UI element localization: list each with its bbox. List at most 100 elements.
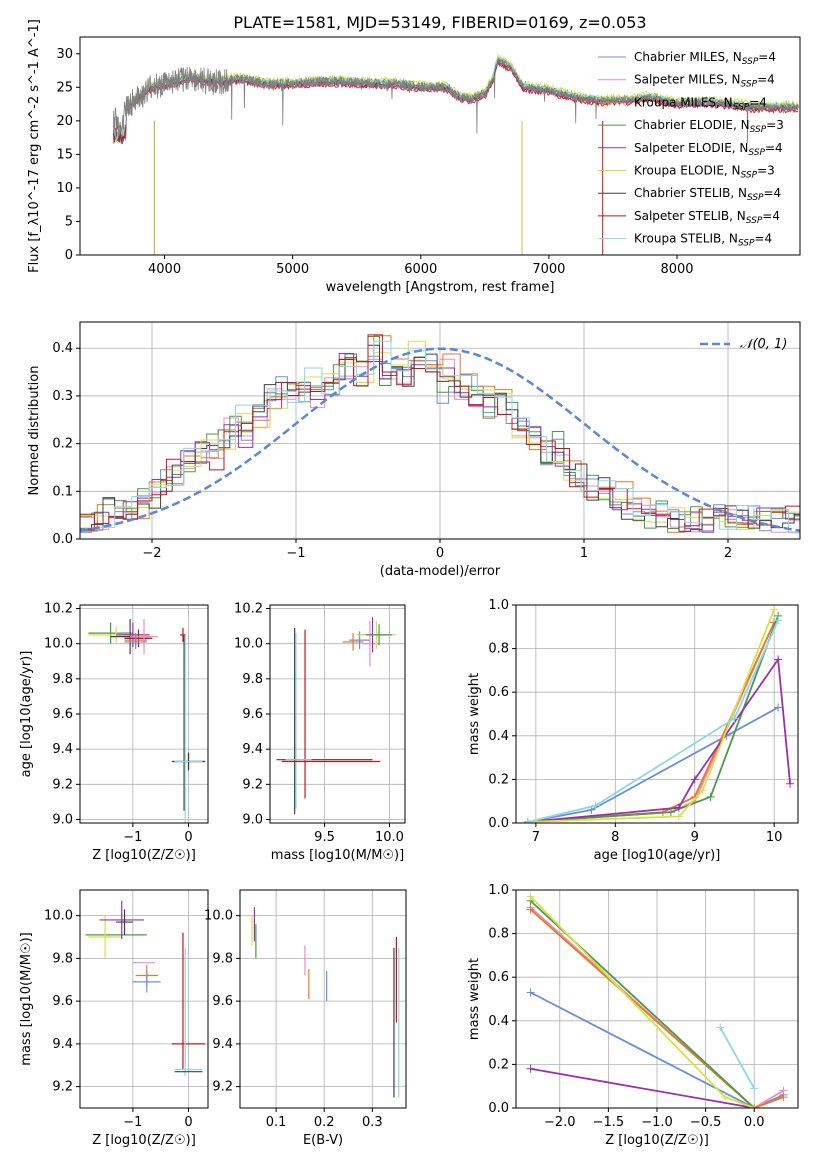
residual-histogram <box>80 358 800 533</box>
x-axis-label: (data-model)/error <box>380 564 501 579</box>
x-axis-label: mass [log10(M/M☉)] <box>271 848 404 863</box>
legend-label: Salpeter STELIB, NSSP=4 <box>634 209 780 226</box>
x-tick-label: 0 <box>184 830 192 845</box>
mass-weight-line <box>527 615 779 823</box>
y-tick-label: 5 <box>65 214 73 229</box>
y-tick-label: 0.2 <box>488 772 509 787</box>
x-tick-label: 9 <box>691 830 699 845</box>
y-tick-label: 10.0 <box>204 909 233 924</box>
mass-weight-metallicity-axes: −2.0 −1.5 −1.0 −0.5 0.0 0.0 0.2 0.4 0.6 0.8 1.0 Z [… <box>467 883 799 1148</box>
mass-weight-marker <box>786 779 795 788</box>
mass-weight-line <box>527 609 776 823</box>
y-tick-label: 9.8 <box>52 951 73 966</box>
x-tick-label: −1 <box>123 1115 142 1130</box>
y-tick-label: 9.8 <box>242 672 263 687</box>
mass-weight-marker <box>674 812 683 821</box>
mass-weight-marker <box>730 714 739 723</box>
mass-weight-line <box>719 1026 755 1089</box>
y-tick-label: 20 <box>56 114 73 129</box>
mass-metallicity-axes: −1 0 9.2 9.4 9.6 9.8 10.0 Z [log10(Z/Z☉)] mass [… <box>19 889 209 1148</box>
x-tick-label: 9.5 <box>314 830 335 845</box>
x-tick-label: −2 <box>142 546 161 561</box>
mass-weight-marker <box>666 808 675 817</box>
mass-weight-marker <box>591 801 600 810</box>
x-tick-label: 0.2 <box>314 1115 335 1130</box>
mass-weight-line <box>527 706 779 823</box>
legend-label: Kroupa MILES, NSSP=4 <box>634 95 767 112</box>
legend-label: Kroupa STELIB, NSSP=4 <box>634 232 772 249</box>
x-tick-label: 0 <box>184 1115 192 1130</box>
mass-weight-marker <box>750 1084 759 1093</box>
x-tick-label: 0.3 <box>362 1115 383 1130</box>
x-tick-label: 2 <box>724 546 732 561</box>
y-tick-label: 0.3 <box>52 389 73 404</box>
mass-weight-marker <box>674 803 683 812</box>
residual-histogram <box>80 335 800 533</box>
age-mass-plot-area <box>276 617 396 815</box>
residual-histogram <box>80 336 800 529</box>
age-metallicity-plot-area <box>88 619 206 823</box>
y-tick-label: 0.4 <box>488 729 509 744</box>
y-tick-label: 9.6 <box>52 707 73 722</box>
y-tick-label: 0.2 <box>52 437 73 452</box>
mass-weight-metallicity-plot-area <box>526 892 788 1108</box>
y-tick-label: 9.8 <box>212 951 233 966</box>
figure-title: PLATE=1581, MJD=53149, FIBERID=0169, z=0… <box>233 13 646 32</box>
mass-weight-marker <box>526 905 535 914</box>
mass-weight-marker <box>774 616 783 625</box>
x-axis-label: Z [log10(Z/Z☉)] <box>92 1133 196 1148</box>
y-tick-label: 0.4 <box>52 341 73 356</box>
y-tick-label: 1.0 <box>488 883 509 898</box>
y-tick-label: 9.2 <box>242 777 263 792</box>
mass-metallicity-plot-area <box>85 900 206 1076</box>
residual-histogram <box>80 340 800 534</box>
observed-spectrum-line <box>112 57 799 143</box>
axes-frame <box>79 889 209 1109</box>
legend-label: Chabrier MILES, NSSP=4 <box>634 50 776 67</box>
x-tick-label: 7000 <box>532 262 565 277</box>
residuals-plot-area <box>80 334 800 534</box>
mass-weight-marker <box>526 1064 535 1073</box>
mass-weight-marker <box>523 817 532 823</box>
mass-weight-marker <box>526 892 535 901</box>
mass-weight-marker <box>716 1023 725 1032</box>
x-tick-label: 8000 <box>660 262 693 277</box>
mass-weight-marker <box>698 786 707 795</box>
x-tick-label: −1.5 <box>593 1115 625 1130</box>
age-metallicity-axes: −1 0 9.0 9.2 9.4 9.6 9.8 10.0 10.2 Z [log10(Z/Z☉)… <box>19 602 209 863</box>
residual-histogram <box>80 355 800 533</box>
mass-weight-line <box>527 619 779 823</box>
y-tick-label: 9.4 <box>242 742 263 757</box>
y-tick-label: 25 <box>56 80 73 95</box>
mass-weight-marker <box>770 605 779 614</box>
y-tick-label: 9.4 <box>52 1037 73 1052</box>
mass-weight-marker <box>706 792 715 801</box>
y-axis-label: age [log10(age/yr)] <box>19 651 34 778</box>
x-tick-label: −0.5 <box>690 1115 722 1130</box>
y-tick-label: 1.0 <box>488 598 509 613</box>
x-tick-label: 10.0 <box>375 830 404 845</box>
mass-weight-marker <box>774 703 783 712</box>
mass-weight-line <box>530 1067 755 1108</box>
legend-label: Chabrier ELODIE, NSSP=3 <box>634 118 784 135</box>
y-tick-label: 0.8 <box>488 927 509 942</box>
y-tick-label: 15 <box>56 147 73 162</box>
x-tick-label: 10 <box>766 830 783 845</box>
y-tick-label: 9.4 <box>52 742 73 757</box>
x-tick-label: −2.0 <box>544 1115 576 1130</box>
y-tick-label: 10.0 <box>44 637 73 652</box>
mass-weight-line <box>527 622 776 823</box>
x-tick-label: 4000 <box>148 262 181 277</box>
x-tick-label: −1 <box>286 546 305 561</box>
legend-label: Chabrier STELIB, NSSP=4 <box>634 186 781 203</box>
y-tick-label: 30 <box>56 47 73 62</box>
y-tick-label: 10.2 <box>44 602 73 617</box>
y-tick-label: 9.2 <box>52 1080 73 1095</box>
mass-weight-line <box>530 991 784 1108</box>
y-tick-label: 10.2 <box>234 602 263 617</box>
axes-frame <box>79 36 801 256</box>
x-tick-label: 0.1 <box>266 1115 287 1130</box>
y-tick-label: 10.0 <box>44 909 73 924</box>
mass-weight-marker <box>774 655 783 664</box>
x-tick-label: 5000 <box>276 262 309 277</box>
